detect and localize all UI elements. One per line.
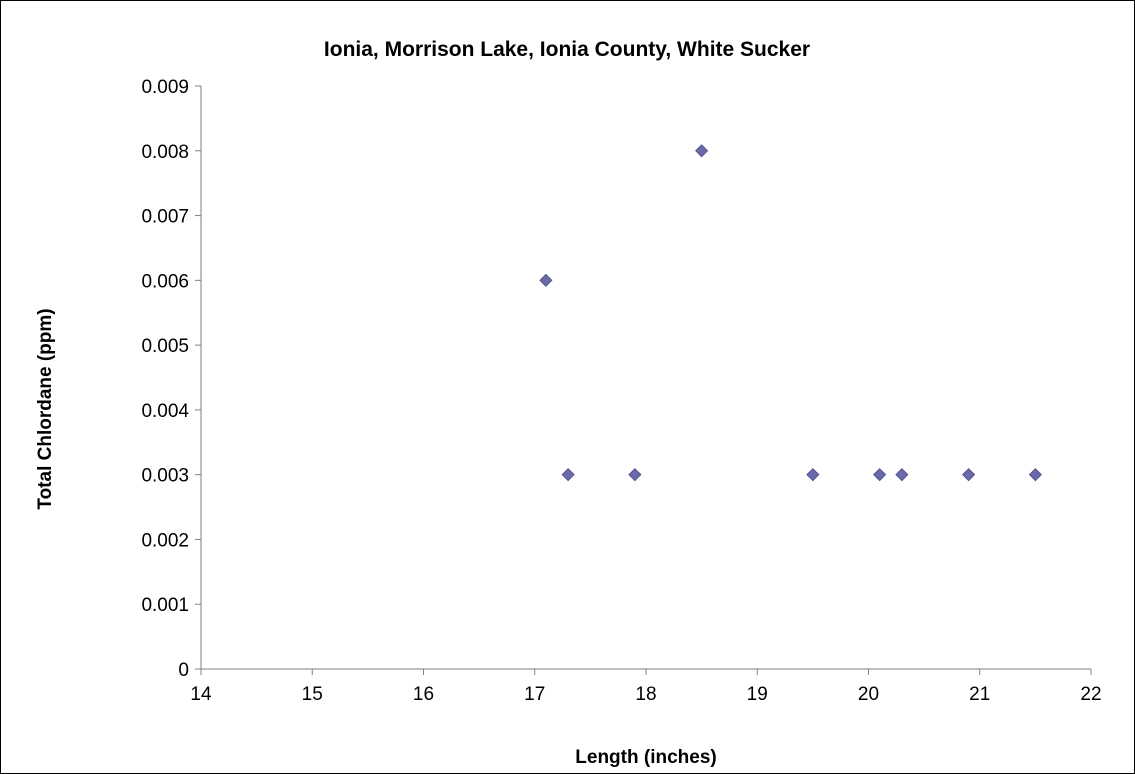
chart-title: Ionia, Morrison Lake, Ionia County, Whit… — [324, 38, 810, 61]
y-tick-label: 0.002 — [141, 530, 189, 551]
y-axis: 0 0.001 0.002 0.003 0.004 0.005 0.006 0.007 0.00… — [141, 77, 202, 681]
y-tick-label: 0.009 — [141, 77, 189, 98]
x-tick-label: 17 — [524, 684, 545, 705]
y-tick-label: 0.001 — [141, 595, 189, 616]
y-tick-label: 0.005 — [141, 336, 189, 357]
data-point — [695, 144, 709, 158]
data-point — [895, 468, 909, 482]
x-tick-label: 21 — [969, 684, 990, 705]
data-point — [962, 468, 976, 482]
x-tick-label: 15 — [302, 684, 323, 705]
data-point — [539, 273, 553, 287]
data-point — [1028, 468, 1042, 482]
y-tick-label: 0.008 — [141, 142, 189, 163]
y-tick-label: 0.004 — [141, 401, 189, 422]
x-axis: 14 15 16 17 18 19 20 21 22 — [190, 668, 1102, 705]
x-tick-label: 20 — [858, 684, 879, 705]
x-axis-title: Length (inches) — [575, 747, 716, 768]
y-tick-label: 0.007 — [141, 207, 189, 228]
y-tick-label: 0.003 — [141, 466, 189, 487]
y-axis-title: Total Chlordane (ppm) — [35, 308, 56, 509]
y-tick-label: 0.006 — [141, 271, 189, 292]
x-tick-label: 19 — [747, 684, 768, 705]
y-tick-label: 0 — [178, 660, 189, 681]
x-tick-label: 14 — [190, 684, 212, 705]
x-tick-label: 16 — [413, 684, 434, 705]
data-points — [539, 144, 1042, 482]
data-point — [628, 468, 642, 482]
x-tick-label: 18 — [635, 684, 656, 705]
data-point — [561, 468, 575, 482]
x-tick-label: 22 — [1080, 684, 1101, 705]
data-point — [806, 468, 820, 482]
data-point — [873, 468, 887, 482]
